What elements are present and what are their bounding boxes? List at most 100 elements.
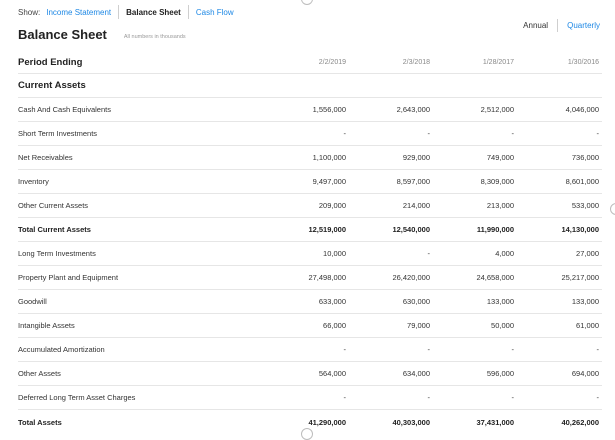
- period-toggle: Annual Quarterly: [523, 19, 600, 32]
- row-label: Intangible Assets: [18, 321, 75, 330]
- units-note: All numbers in thousands: [123, 34, 186, 40]
- row-value: 8,601,000: [565, 177, 599, 186]
- table-row: Goodwill 633,000 630,000 133,000 133,000: [18, 290, 602, 314]
- row-value: 596,000: [486, 369, 514, 378]
- row-value: 50,000: [491, 321, 514, 330]
- row-value: 1,100,000: [312, 153, 346, 162]
- table-row: Long Term Investments 10,000 - 4,000 27,000: [18, 242, 602, 266]
- row-label: Long Term Investments: [18, 249, 96, 258]
- row-value: 694,000: [571, 369, 599, 378]
- quarterly-toggle[interactable]: Quarterly: [567, 21, 600, 30]
- row-value: -: [511, 393, 515, 402]
- row-value: 11,990,000: [476, 225, 514, 234]
- row-value: 1,556,000: [312, 105, 346, 114]
- row-value: 12,540,000: [392, 225, 430, 234]
- table-row: Property Plant and Equipment 27,498,000 26…: [18, 266, 602, 290]
- row-value: -: [343, 345, 347, 354]
- tab-cash-flow[interactable]: Cash Flow: [195, 7, 234, 17]
- period-ending-label: Period Ending: [18, 57, 83, 68]
- row-label: Total Assets: [18, 417, 62, 427]
- row-value: 2,643,000: [396, 105, 430, 114]
- row-value: 749,000: [486, 153, 514, 162]
- row-value: 37,431,000: [476, 417, 514, 427]
- divider: [118, 5, 120, 19]
- title-row: Balance Sheet All numbers in thousands: [18, 27, 186, 42]
- divider: [187, 5, 189, 19]
- row-value: 209,000: [318, 201, 346, 210]
- row-value: 79,000: [407, 321, 430, 330]
- row-value: -: [596, 129, 600, 138]
- row-value: 66,000: [323, 321, 346, 330]
- row-value: 40,262,000: [561, 417, 599, 427]
- row-label: Other Current Assets: [18, 201, 89, 210]
- table-row: Deferred Long Term Asset Charges - - - -: [18, 386, 602, 410]
- row-value: 27,498,000: [308, 273, 346, 282]
- row-value: 61,000: [576, 321, 599, 330]
- tab-income-statement[interactable]: Income Statement: [46, 7, 112, 17]
- column-header: 2/2/2019: [318, 59, 346, 66]
- row-value: 8,309,000: [480, 177, 514, 186]
- row-value: 634,000: [402, 369, 430, 378]
- column-header: 1/30/2016: [567, 59, 599, 66]
- row-value: 564,000: [318, 369, 346, 378]
- table-row: Accumulated Amortization - - - -: [18, 338, 602, 362]
- table-row: Other Current Assets 209,000 214,000 213,00…: [18, 194, 602, 218]
- row-value: 2,512,000: [480, 105, 514, 114]
- row-value: -: [427, 345, 431, 354]
- row-value: 14,130,000: [561, 225, 599, 234]
- tab-balance-sheet[interactable]: Balance Sheet: [126, 7, 181, 17]
- row-value: 27,000: [576, 249, 599, 258]
- row-value: 25,217,000: [561, 273, 599, 282]
- section-header-current-assets: Current Assets: [18, 74, 602, 98]
- row-value: 133,000: [486, 297, 514, 306]
- row-value: 133,000: [571, 297, 599, 306]
- table-row: Cash And Cash Equivalents 1,556,000 2,643,…: [18, 98, 602, 122]
- row-label: Deferred Long Term Asset Charges: [18, 393, 136, 402]
- table-row: Total Current Assets 12,519,000 12,540,000…: [18, 218, 602, 242]
- divider: [557, 19, 559, 32]
- row-value: 929,000: [402, 153, 430, 162]
- table-row: Other Assets 564,000 634,000 596,000 694,000: [18, 362, 602, 386]
- table-row: Total Assets 41,290,000 40,303,000 37,431,0…: [18, 410, 602, 434]
- row-label: Property Plant and Equipment: [18, 273, 119, 282]
- row-value: -: [596, 393, 600, 402]
- annual-toggle[interactable]: Annual: [523, 21, 549, 30]
- row-value: 26,420,000: [392, 273, 430, 282]
- row-value: 10,000: [323, 249, 346, 258]
- table-row: Inventory 9,497,000 8,597,000 8,309,000 8,60…: [18, 170, 602, 194]
- row-value: 214,000: [402, 201, 430, 210]
- column-header: 1/28/2017: [482, 59, 514, 66]
- row-value: 9,497,000: [312, 177, 346, 186]
- statement-switcher: Show: Income Statement Balance Sheet Cas…: [18, 5, 234, 19]
- row-label: Inventory: [18, 177, 49, 186]
- table-row: Short Term Investments - - - -: [18, 122, 602, 146]
- period-header-row: Period Ending 2/2/2019 2/3/2018 1/28/201…: [18, 52, 602, 74]
- row-value: 40,303,000: [392, 417, 430, 427]
- page-title: Balance Sheet: [18, 27, 107, 42]
- row-value: -: [343, 129, 347, 138]
- balance-sheet-table: Period Ending 2/2/2019 2/3/2018 1/28/201…: [18, 52, 602, 434]
- resize-handle-icon[interactable]: [301, 428, 313, 440]
- show-label: Show:: [18, 7, 41, 17]
- row-value: 8,597,000: [396, 177, 430, 186]
- row-value: 213,000: [486, 201, 514, 210]
- row-value: 24,658,000: [476, 273, 514, 282]
- row-value: 12,519,000: [308, 225, 346, 234]
- row-value: 736,000: [571, 153, 599, 162]
- row-value: 41,290,000: [308, 417, 346, 427]
- row-value: -: [343, 393, 347, 402]
- resize-handle-icon[interactable]: [301, 0, 313, 5]
- row-value: -: [427, 249, 431, 258]
- resize-handle-icon[interactable]: [610, 203, 615, 215]
- row-label: Total Current Assets: [18, 225, 91, 234]
- row-value: 633,000: [318, 297, 346, 306]
- row-label: Other Assets: [18, 369, 61, 378]
- table-row: Net Receivables 1,100,000 929,000 749,000 73…: [18, 146, 602, 170]
- row-label: Accumulated Amortization: [18, 345, 105, 354]
- row-value: -: [511, 129, 515, 138]
- section-title: Current Assets: [18, 80, 86, 91]
- row-label: Cash And Cash Equivalents: [18, 105, 111, 114]
- row-value: 630,000: [402, 297, 430, 306]
- row-value: 4,000: [495, 249, 514, 258]
- row-value: 533,000: [571, 201, 599, 210]
